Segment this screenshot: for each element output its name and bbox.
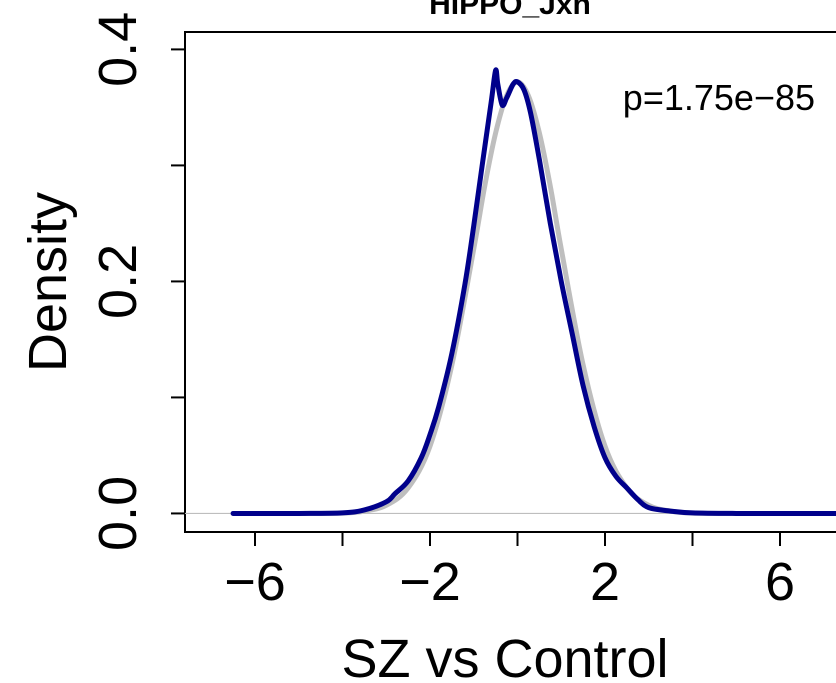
axes: −6 −2 2 6 0.0 0.2 0.4 <box>88 12 836 612</box>
observed-density-curve <box>230 67 836 516</box>
x-tick-label: 6 <box>765 552 795 612</box>
p-value-annotation: p=1.75e−85 <box>623 77 815 118</box>
chart-title: HIPPO_Jxn <box>429 0 591 21</box>
x-tick-label: −6 <box>224 552 286 612</box>
y-axis-label: Density <box>18 192 78 372</box>
x-tick-label: 2 <box>590 552 620 612</box>
series-layer <box>185 67 836 516</box>
x-axis-label: SZ vs Control <box>341 629 668 683</box>
x-tick-label: −2 <box>399 552 461 612</box>
y-tick-label: 0.0 <box>88 476 148 551</box>
y-tick-label: 0.4 <box>88 12 148 87</box>
y-tick-label: 0.2 <box>88 244 148 319</box>
